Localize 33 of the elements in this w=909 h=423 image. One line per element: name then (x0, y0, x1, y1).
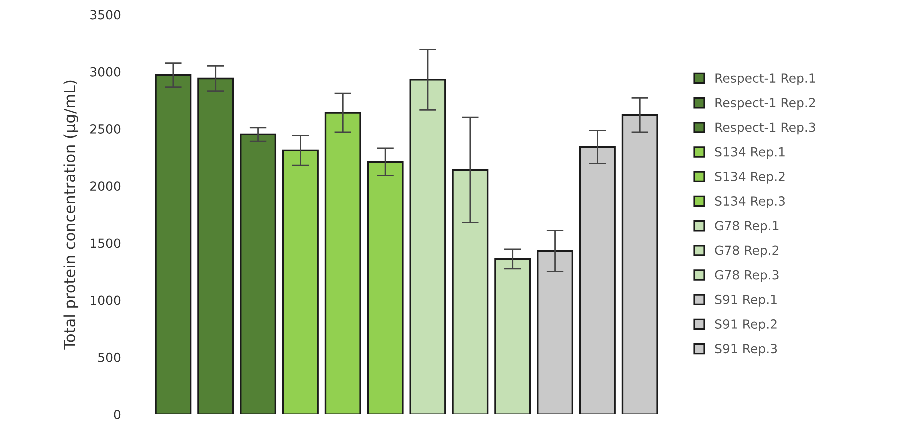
bar (410, 79, 446, 415)
bar (494, 258, 532, 415)
legend-label: G78 Rep.1 (715, 221, 779, 234)
bar (155, 74, 192, 415)
bar (537, 250, 574, 415)
y-tick-label: 0 (114, 410, 121, 420)
legend-label: Respect-1 Rep.3 (716, 122, 816, 135)
legend-label: Respect-1 Rep.2 (716, 98, 816, 110)
y-tick-label: 2500 (90, 124, 121, 134)
legend-label: S91 Rep.2 (715, 320, 777, 332)
bar (240, 134, 277, 415)
legend-label: G78 Rep.3 (715, 270, 779, 282)
y-axis-title: Total protein concentration (µg/mL) (64, 80, 79, 350)
bar (324, 112, 362, 415)
bar (579, 146, 616, 415)
bar (282, 150, 319, 415)
y-tick-label: 2000 (90, 182, 121, 192)
bar (367, 161, 404, 415)
legend-label: G78 Rep.2 (715, 246, 779, 258)
legend-label: S134 Rep.2 (715, 172, 785, 184)
y-tick-label: 1000 (91, 296, 121, 306)
y-tick-label: 1500 (91, 238, 121, 248)
bar (452, 169, 489, 415)
bar (622, 114, 658, 415)
y-tick-label: 3000 (90, 67, 121, 77)
legend-label: S134 Rep.1 (715, 147, 785, 160)
legend-label: Respect-1 Rep.1 (716, 74, 816, 86)
legend-label: S134 Rep.3 (715, 196, 785, 208)
legend-label: S91 Rep.3 (715, 344, 778, 356)
y-tick-label: 3500 (90, 10, 121, 20)
legend-label: S91 Rep.1 (715, 294, 777, 307)
bar (198, 78, 234, 415)
y-tick-label: 500 (98, 352, 121, 362)
